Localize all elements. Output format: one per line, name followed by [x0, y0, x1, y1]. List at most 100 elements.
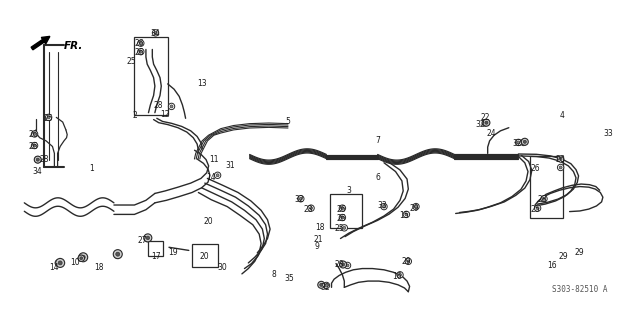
- Text: 21: 21: [314, 235, 323, 244]
- Circle shape: [140, 42, 142, 45]
- Circle shape: [78, 255, 84, 261]
- Text: 33: 33: [377, 202, 387, 210]
- Circle shape: [415, 205, 417, 208]
- Bar: [192, 244, 218, 267]
- Circle shape: [405, 213, 408, 216]
- Text: 7: 7: [375, 136, 380, 145]
- Circle shape: [520, 139, 527, 146]
- Circle shape: [140, 50, 142, 53]
- Text: 32: 32: [512, 139, 522, 148]
- Circle shape: [214, 172, 221, 178]
- Circle shape: [522, 138, 528, 145]
- Text: 23: 23: [303, 205, 314, 213]
- Circle shape: [541, 196, 547, 202]
- Circle shape: [114, 252, 120, 258]
- Text: 20: 20: [203, 217, 213, 226]
- Circle shape: [80, 257, 83, 260]
- Text: 8: 8: [271, 270, 276, 279]
- Text: 31: 31: [225, 161, 236, 170]
- Text: 1: 1: [89, 164, 94, 173]
- Circle shape: [407, 260, 410, 263]
- Circle shape: [557, 164, 564, 171]
- Circle shape: [35, 156, 41, 163]
- Circle shape: [344, 262, 351, 269]
- Circle shape: [298, 196, 304, 202]
- Circle shape: [80, 257, 83, 260]
- Circle shape: [536, 207, 539, 210]
- Circle shape: [413, 203, 419, 210]
- Circle shape: [341, 207, 344, 210]
- Circle shape: [325, 284, 328, 287]
- Bar: [148, 241, 163, 256]
- Text: 28: 28: [40, 155, 49, 164]
- Text: 25: 25: [126, 57, 136, 65]
- Circle shape: [341, 216, 344, 219]
- Text: 10: 10: [70, 259, 80, 267]
- Text: 16: 16: [547, 261, 557, 270]
- Text: 28: 28: [538, 195, 547, 204]
- Text: 22: 22: [481, 113, 490, 122]
- Bar: [530, 156, 563, 218]
- Circle shape: [342, 263, 344, 266]
- Text: 25: 25: [43, 114, 53, 123]
- Circle shape: [138, 40, 144, 46]
- Circle shape: [113, 250, 122, 259]
- Circle shape: [152, 30, 159, 36]
- Circle shape: [484, 121, 486, 125]
- Text: 18: 18: [316, 223, 324, 232]
- Circle shape: [323, 282, 330, 289]
- Circle shape: [308, 205, 314, 211]
- Circle shape: [339, 205, 346, 211]
- Circle shape: [79, 253, 88, 262]
- Circle shape: [45, 114, 52, 121]
- Text: 29: 29: [574, 249, 584, 257]
- Circle shape: [557, 156, 564, 162]
- Circle shape: [35, 156, 41, 163]
- Circle shape: [56, 259, 65, 267]
- Circle shape: [146, 237, 148, 240]
- Text: 4: 4: [559, 111, 564, 120]
- Circle shape: [154, 31, 157, 34]
- Text: 30: 30: [218, 263, 228, 272]
- Circle shape: [517, 141, 520, 144]
- Text: 26: 26: [134, 48, 145, 57]
- Circle shape: [522, 141, 525, 144]
- Circle shape: [116, 254, 118, 257]
- Circle shape: [170, 105, 173, 108]
- Text: 20: 20: [200, 252, 210, 260]
- Bar: [330, 194, 362, 228]
- Circle shape: [559, 157, 562, 161]
- Circle shape: [346, 264, 349, 267]
- Circle shape: [318, 281, 324, 288]
- Circle shape: [116, 252, 120, 256]
- Text: 9: 9: [314, 242, 319, 251]
- Circle shape: [36, 158, 39, 161]
- Circle shape: [216, 174, 219, 177]
- Text: 19: 19: [168, 249, 178, 257]
- Bar: [134, 37, 168, 115]
- Circle shape: [146, 236, 150, 240]
- Circle shape: [57, 261, 60, 264]
- Text: 14: 14: [206, 173, 216, 182]
- Circle shape: [405, 258, 412, 264]
- Text: 13: 13: [196, 80, 207, 88]
- Circle shape: [320, 283, 323, 286]
- Text: 29: 29: [401, 257, 412, 266]
- Circle shape: [55, 260, 61, 266]
- Circle shape: [485, 121, 488, 124]
- Circle shape: [524, 140, 526, 143]
- Text: 34: 34: [150, 29, 160, 38]
- Circle shape: [399, 273, 401, 276]
- Text: 17: 17: [150, 252, 161, 261]
- Text: 2: 2: [132, 111, 137, 120]
- Text: 26: 26: [134, 39, 145, 48]
- Circle shape: [534, 205, 541, 211]
- Text: 32: 32: [320, 283, 330, 292]
- Circle shape: [515, 139, 522, 146]
- Text: 29: 29: [410, 204, 420, 213]
- Text: 12: 12: [161, 110, 170, 119]
- Circle shape: [31, 142, 38, 149]
- Circle shape: [300, 197, 302, 200]
- Text: 28: 28: [154, 101, 163, 110]
- Circle shape: [36, 158, 39, 161]
